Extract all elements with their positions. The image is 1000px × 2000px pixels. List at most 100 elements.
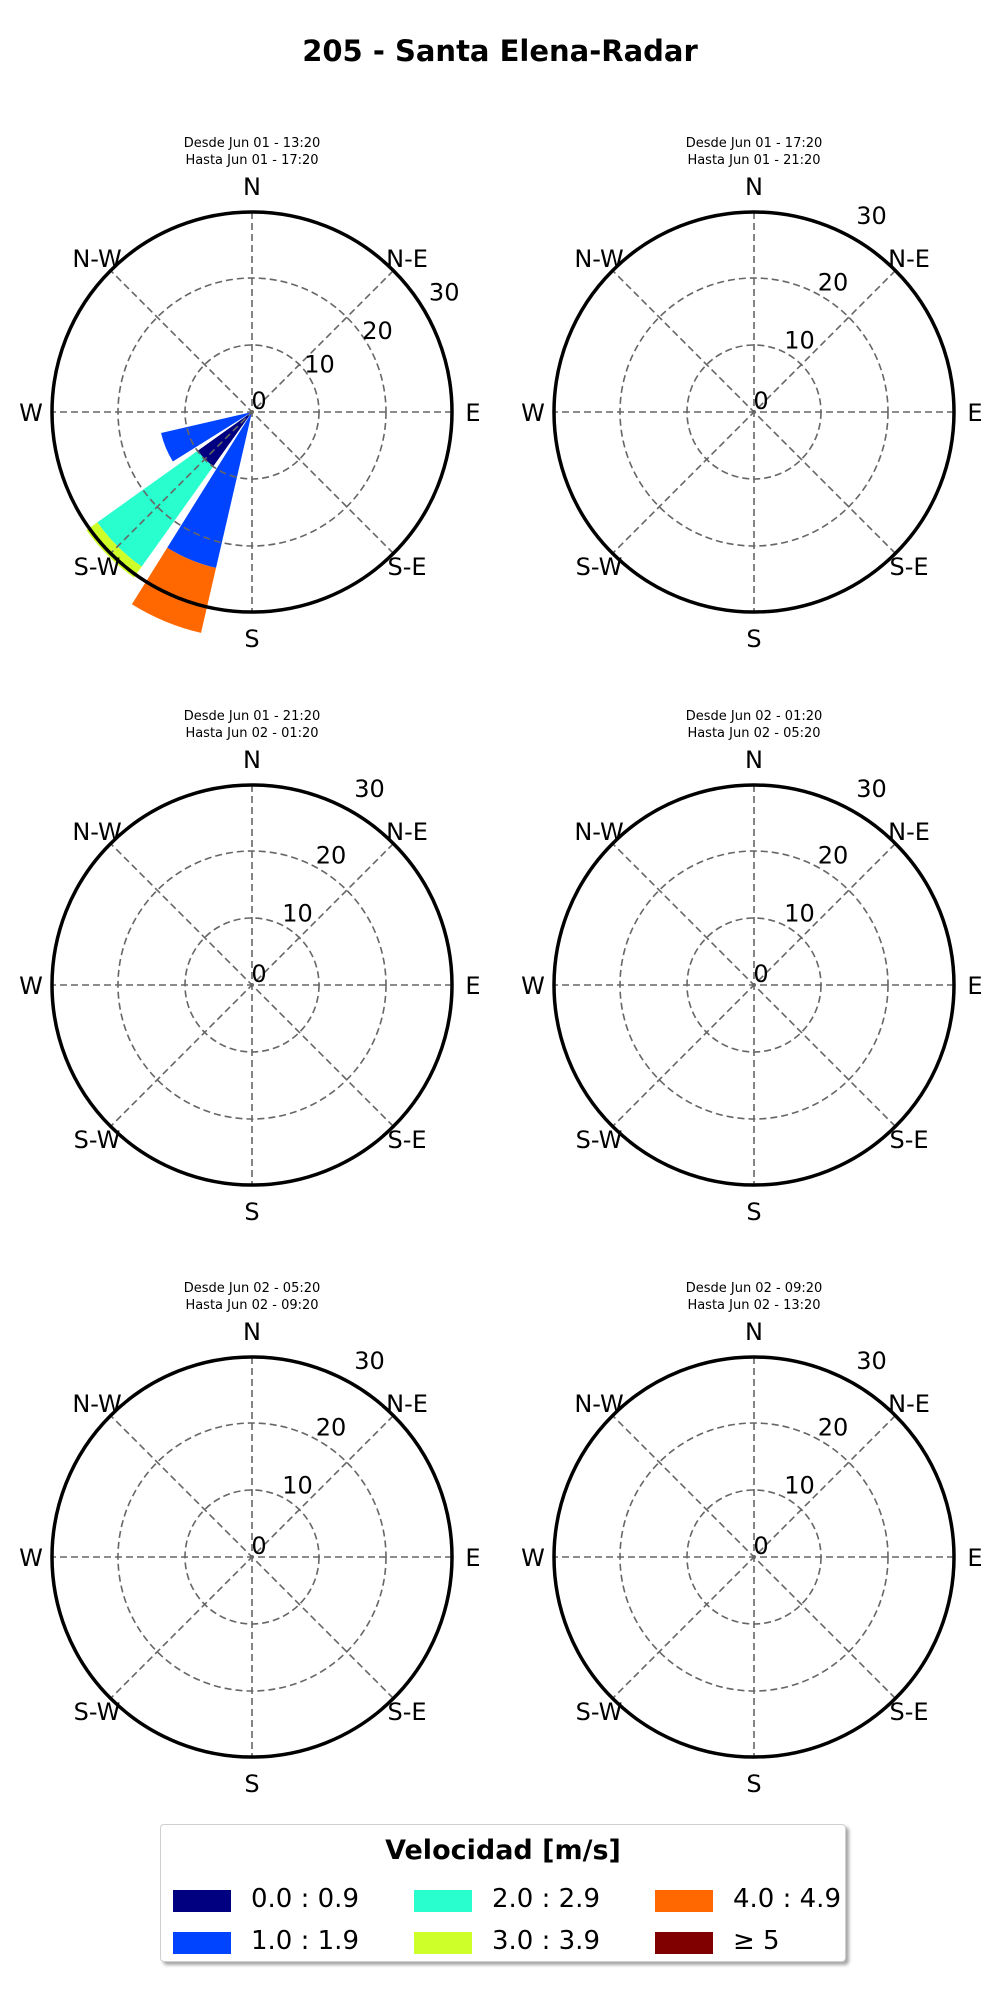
radial-tick-label: 10	[784, 1472, 815, 1500]
direction-label-n: N	[243, 173, 261, 201]
direction-label-w: W	[521, 972, 545, 1000]
radial-tick-label: 30	[354, 1347, 385, 1375]
direction-label-w: W	[19, 399, 43, 427]
windrose-bar	[161, 412, 252, 462]
legend-swatch	[655, 1890, 713, 1912]
grid-spoke	[110, 843, 394, 1127]
radial-tick-label: 30	[856, 202, 887, 230]
direction-label-s-w: S-W	[74, 553, 121, 581]
direction-label-w: W	[521, 399, 545, 427]
legend-item-4: 4.0 : 4.9	[655, 1884, 875, 1918]
direction-label-e: E	[967, 972, 982, 1000]
radial-tick-label: 0	[753, 387, 768, 415]
legend-swatch	[173, 1890, 231, 1912]
panel-subtitle-to: Hasta Jun 01 - 21:20	[687, 153, 820, 168]
direction-label-s: S	[746, 1770, 761, 1798]
direction-label-s: S	[746, 1198, 761, 1226]
panel-subtitle-from: Desde Jun 01 - 21:20	[184, 709, 321, 724]
legend: Velocidad [m/s] 0.0 : 0.9 1.0 : 1.9 2.0 …	[160, 1824, 846, 1962]
direction-label-n-e: N-E	[386, 1390, 428, 1418]
radial-tick-label: 30	[856, 1347, 887, 1375]
direction-label-s-w: S-W	[74, 1698, 121, 1726]
direction-label-w: W	[19, 972, 43, 1000]
radial-tick-label: 0	[251, 387, 266, 415]
windrose-bar	[131, 547, 217, 633]
direction-label-s-w: S-W	[576, 553, 623, 581]
legend-item-3: 3.0 : 3.9	[414, 1926, 634, 1960]
direction-label-n-w: N-W	[72, 818, 121, 846]
direction-label-n-e: N-E	[888, 818, 930, 846]
direction-label-e: E	[967, 1544, 982, 1572]
legend-swatch	[173, 1932, 231, 1954]
panel-subtitle-to: Hasta Jun 02 - 01:20	[185, 726, 318, 741]
panel-subtitle-to: Hasta Jun 02 - 05:20	[687, 726, 820, 741]
direction-label-n-e: N-E	[386, 245, 428, 273]
direction-label-n: N	[745, 746, 763, 774]
legend-swatch	[655, 1932, 713, 1954]
direction-label-n: N	[745, 173, 763, 201]
radial-tick-label: 30	[856, 775, 887, 803]
direction-label-s-e: S-E	[889, 553, 928, 581]
outer-ring	[552, 1355, 956, 1759]
windrose-bar	[167, 412, 252, 568]
radial-tick-label: 30	[429, 279, 460, 307]
windrose-panel-2: Desde Jun 01 - 17:20 Hasta Jun 01 - 21:20…	[521, 136, 982, 653]
page-title: 205 - Santa Elena-Radar	[302, 34, 698, 68]
legend-label: 2.0 : 2.9	[492, 1884, 600, 1914]
direction-label-n-w: N-W	[574, 245, 623, 273]
radial-tick-label: 20	[316, 1413, 347, 1441]
direction-label-s: S	[244, 625, 259, 653]
direction-label-n-e: N-E	[386, 818, 428, 846]
direction-label-s-e: S-E	[387, 1698, 426, 1726]
windrose-panel-6: Desde Jun 02 - 09:20 Hasta Jun 02 - 13:20…	[521, 1281, 982, 1798]
outer-ring	[552, 210, 956, 614]
outer-ring	[50, 210, 454, 614]
radial-tick-label: 20	[362, 317, 393, 345]
direction-label-n-w: N-W	[72, 1390, 121, 1418]
grid-spoke	[110, 1415, 394, 1699]
radial-tick-label: 30	[354, 775, 385, 803]
grid-spoke	[612, 270, 896, 554]
radial-tick-label: 20	[818, 268, 849, 296]
outer-ring	[552, 783, 956, 1187]
windrose-panel-5: Desde Jun 02 - 05:20 Hasta Jun 02 - 09:20…	[19, 1281, 480, 1798]
direction-label-n-w: N-W	[574, 1390, 623, 1418]
radial-tick-label: 10	[282, 900, 313, 928]
radial-tick-label: 10	[304, 351, 335, 379]
legend-label: 4.0 : 4.9	[733, 1884, 841, 1914]
radial-tick-label: 0	[753, 960, 768, 988]
radial-tick-label: 0	[251, 1532, 266, 1560]
panel-subtitle-from: Desde Jun 01 - 17:20	[686, 136, 823, 151]
direction-label-s-w: S-W	[576, 1698, 623, 1726]
legend-item-1: 1.0 : 1.9	[173, 1926, 393, 1960]
radial-tick-label: 10	[784, 327, 815, 355]
radial-tick-label: 0	[251, 960, 266, 988]
panel-subtitle-to: Hasta Jun 01 - 17:20	[185, 153, 318, 168]
panel-subtitle-from: Desde Jun 02 - 09:20	[686, 1281, 823, 1296]
legend-title: Velocidad [m/s]	[385, 1835, 621, 1866]
radial-tick-label: 20	[316, 841, 347, 869]
direction-label-s-e: S-E	[889, 1698, 928, 1726]
grid-spoke	[110, 270, 394, 554]
direction-label-s: S	[746, 625, 761, 653]
direction-label-n-w: N-W	[72, 245, 121, 273]
outer-ring	[50, 1355, 454, 1759]
direction-label-s-e: S-E	[387, 1126, 426, 1154]
panel-subtitle-to: Hasta Jun 02 - 09:20	[185, 1298, 318, 1313]
legend-label: 3.0 : 3.9	[492, 1926, 600, 1956]
direction-label-s-w: S-W	[74, 1126, 121, 1154]
panel-subtitle-from: Desde Jun 02 - 01:20	[686, 709, 823, 724]
outer-ring	[50, 783, 454, 1187]
direction-label-n-e: N-E	[888, 1390, 930, 1418]
direction-label-w: W	[521, 1544, 545, 1572]
legend-swatch	[414, 1890, 472, 1912]
direction-label-n-e: N-E	[888, 245, 930, 273]
legend-label: 0.0 : 0.9	[251, 1884, 359, 1914]
legend-item-2: 2.0 : 2.9	[414, 1884, 634, 1918]
panel-subtitle-from: Desde Jun 01 - 13:20	[184, 136, 321, 151]
direction-label-e: E	[967, 399, 982, 427]
direction-label-s-e: S-E	[387, 553, 426, 581]
direction-label-s: S	[244, 1770, 259, 1798]
radial-tick-label: 20	[818, 841, 849, 869]
